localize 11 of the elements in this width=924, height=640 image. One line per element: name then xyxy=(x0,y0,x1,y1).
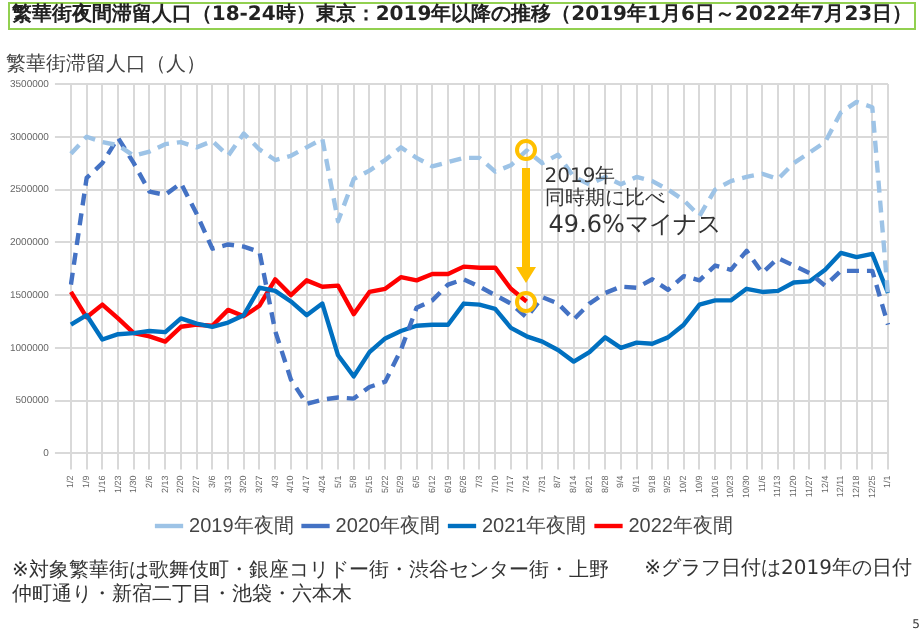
legend-label: 2019年夜間 xyxy=(189,513,294,538)
y-axis-title: 繁華街滞留人口（人） xyxy=(6,54,206,76)
legend-label: 2022年夜間 xyxy=(628,513,733,538)
text: ※対象繁華街は歌舞伎町・銀座コリドー街・渋谷センター街・上野仲町通り・新宿二丁目・池袋・六本木 xyxy=(12,560,611,608)
text: ※グラフ日付は2019年の日付 xyxy=(644,558,912,580)
annotation: 49.6%マイナス xyxy=(548,210,721,239)
chart-title: 繁華街夜間滞留人口（18-24時）東京：2019年以降の推移（2019年1月6日～2022年7月23日） xyxy=(8,2,916,30)
legend-label: 2021年夜間 xyxy=(482,513,587,538)
legend-label: 2020年夜間 xyxy=(335,513,441,538)
annotation: 2019年 xyxy=(544,166,616,189)
annotation: 同時期に比べ xyxy=(544,188,665,211)
